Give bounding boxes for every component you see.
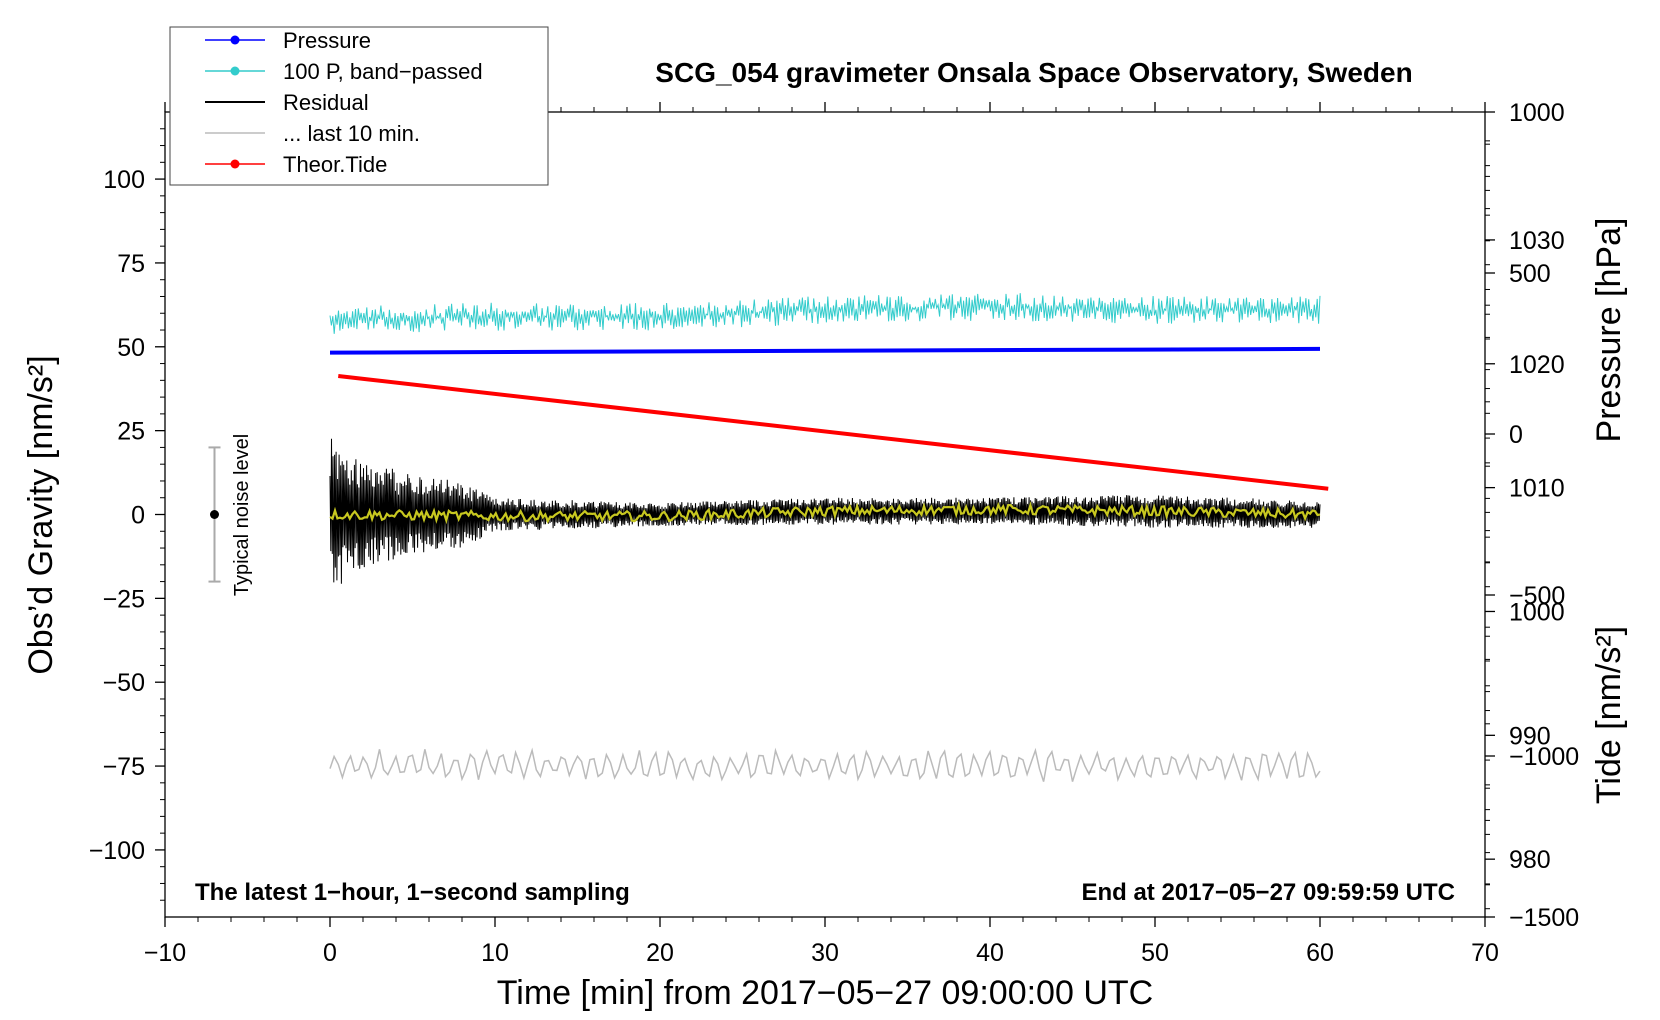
y-axis-label-tide: Tide [nm/s²] [1590, 626, 1628, 804]
y-tick-label: −75 [103, 753, 145, 781]
x-tick-label: 50 [1141, 939, 1169, 967]
legend-label: ... last 10 min. [283, 121, 420, 146]
legend-swatch-marker [230, 35, 240, 45]
tide-tick-label: −500 [1509, 582, 1565, 610]
pressure-tick-label: 1030 [1509, 227, 1565, 255]
last-10-min-line [329, 747, 1321, 783]
y-axis-label-pressure: Pressure [hPa] [1590, 218, 1628, 443]
tide-tick-label: 1000 [1509, 99, 1565, 127]
pressure-tick-label: 1010 [1509, 475, 1565, 503]
annotation-end-time: End at 2017−05−27 09:59:59 UTC [1081, 879, 1455, 906]
legend-label: Residual [283, 90, 369, 115]
x-tick-label: 70 [1471, 939, 1499, 967]
noise-bar-center-dot [210, 510, 219, 519]
legend-label: 100 P, band−passed [283, 59, 483, 84]
pressure-tick-label: 1000 [1509, 598, 1565, 626]
chart-title: SCG_054 gravimeter Onsala Space Observat… [655, 57, 1412, 88]
legend-swatch-marker [230, 66, 240, 76]
legend-label: Theor.Tide [283, 152, 387, 177]
legend-item: Residual [205, 90, 369, 115]
tide-tick-label: −1000 [1509, 743, 1579, 771]
series-layer [208, 293, 1329, 783]
y-tick-label: −50 [103, 669, 145, 697]
legend-swatch-marker [230, 159, 240, 169]
legend-item: Pressure [205, 28, 371, 53]
x-tick-label: −10 [144, 939, 186, 967]
residual-smoothed-line [329, 500, 1321, 525]
tide-tick-label: 500 [1509, 260, 1551, 288]
legend-item: 100 P, band−passed [205, 59, 483, 84]
x-tick-label: 30 [811, 939, 839, 967]
y-tick-label: −100 [89, 837, 145, 865]
noise-level-label: Typical noise level [231, 434, 253, 596]
x-tick-label: 10 [481, 939, 509, 967]
y-tick-label: 50 [117, 334, 145, 362]
tide-tick-label: −1500 [1509, 904, 1579, 932]
tide-tick-label: 0 [1509, 421, 1523, 449]
theor-tide-line [338, 374, 1329, 491]
y-tick-label: 75 [117, 250, 145, 278]
legend-item: Theor.Tide [205, 152, 387, 177]
y-tick-label: −25 [103, 585, 145, 613]
legend-item: ... last 10 min. [205, 121, 420, 146]
y-tick-label: 25 [117, 418, 145, 446]
y-tick-label: 0 [131, 502, 145, 530]
pressure-tick-label: 1020 [1509, 351, 1565, 379]
legend: Pressure 100 P, band−passed Residual ... la… [205, 28, 483, 177]
pressure-tick-label: 980 [1509, 846, 1551, 874]
x-tick-label: 20 [646, 939, 674, 967]
pressure-tick-label: 990 [1509, 722, 1551, 750]
x-tick-label: 60 [1306, 939, 1334, 967]
x-axis-label: Time [min] from 2017−05−27 09:00:00 UTC [497, 974, 1153, 1012]
y-axis-label-left: Obs’d Gravity [nm/s²] [22, 355, 60, 674]
pressure-line [329, 346, 1321, 355]
ticks-layer: −10 0 10 20 30 40 50 60 701007550250−25−50−75−10… [89, 99, 1580, 967]
pressure-bandpassed-line [329, 293, 1321, 334]
x-tick-label: 40 [976, 939, 1004, 967]
annotation-sampling: The latest 1−hour, 1−second sampling [195, 879, 630, 906]
x-tick-label: 0 [323, 939, 337, 967]
legend-box [169, 26, 549, 186]
legend-label: Pressure [283, 28, 371, 53]
y-tick-label: 100 [103, 166, 145, 194]
